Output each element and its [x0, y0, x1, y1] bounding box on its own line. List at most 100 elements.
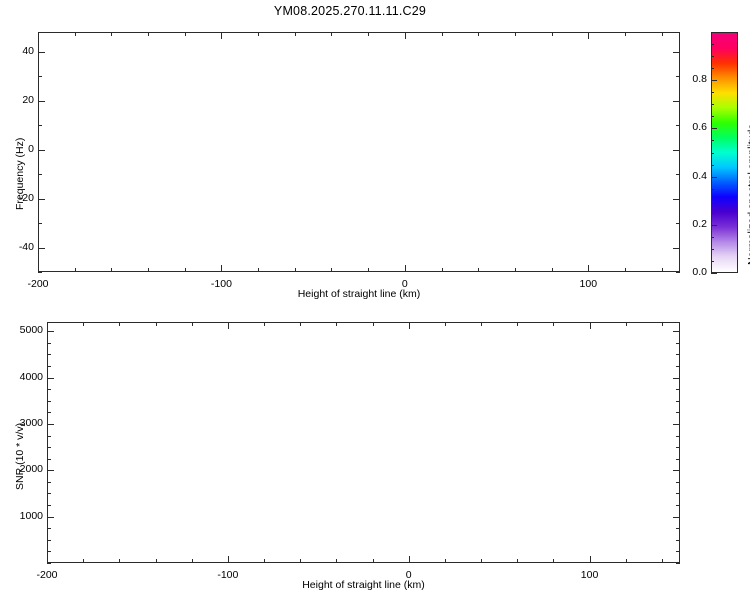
spectrogram-x-tick [148, 268, 149, 272]
colorbar-tick [711, 273, 717, 274]
spectrogram-x-tick-top [258, 32, 259, 36]
snr-x-tick [228, 556, 229, 563]
spectrogram-x-tick-top [331, 32, 332, 36]
snr-y-tick-right [676, 401, 680, 402]
snr-x-tick [626, 559, 627, 563]
spectrogram-y-tick [38, 174, 42, 175]
colorbar-tick [711, 56, 714, 57]
spectrogram-x-tick-label: -100 [210, 278, 232, 290]
snr-y-tick-right [673, 470, 680, 471]
spectrogram-x-tick-label: 100 [579, 278, 598, 290]
spectrogram-x-tick-top [405, 32, 406, 39]
colorbar-tick [711, 225, 717, 226]
spectrogram-x-tick [331, 268, 332, 272]
snr-y-tick-right [673, 424, 680, 425]
snr-y-tick [47, 389, 51, 390]
colorbar-title: Normalized spectral amplitude [746, 123, 750, 265]
snr-x-tick [481, 559, 482, 563]
spectrogram-x-tick-label: 0 [401, 278, 408, 290]
spectrogram-x-tick-top [442, 32, 443, 36]
snr-y-tick [47, 447, 51, 448]
snr-y-tick [47, 424, 54, 425]
spectrogram-y-tick-label: 20 [22, 93, 34, 106]
colorbar-tick [711, 116, 714, 117]
snr-x-tick [192, 559, 193, 563]
colorbar-tick [711, 128, 717, 129]
snr-y-tick-right [676, 493, 680, 494]
snr-y-tick-label: 4000 [19, 370, 43, 383]
spectrogram-x-tick [295, 268, 296, 272]
snr-x-tick [119, 559, 120, 563]
snr-x-tick [373, 559, 374, 563]
spectrogram-y-tick [38, 101, 45, 102]
colorbar-tick-label: 0.8 [692, 73, 707, 86]
colorbar-tick [711, 68, 714, 69]
spectrogram-x-tick [368, 268, 369, 272]
snr-y-tick [47, 366, 51, 367]
colorbar-tick [711, 213, 714, 214]
spectrogram-y-tick [38, 125, 42, 126]
snr-x-tick-top [373, 322, 374, 326]
snr-x-tick-top [590, 322, 591, 329]
snr-y-tick-right [676, 447, 680, 448]
snr-y-tick-right [676, 366, 680, 367]
snr-y-tick-right [676, 412, 680, 413]
colorbar-tick [711, 104, 714, 105]
snr-x-axis-title: Height of straight line (km) [302, 579, 425, 591]
snr-y-tick [47, 412, 51, 413]
spectrogram-y-tick-right [673, 248, 680, 249]
snr-x-tick-top [47, 322, 48, 329]
spectrogram-y-tick-right [676, 125, 680, 126]
snr-y-tick [47, 493, 51, 494]
snr-y-tick-right [676, 389, 680, 390]
spectrogram-y-tick-right [673, 52, 680, 53]
snr-x-tick [662, 559, 663, 563]
colorbar-tick [711, 237, 714, 238]
colorbar-tick [711, 92, 714, 93]
snr-y-tick-right [676, 459, 680, 460]
snr-y-tick-label: 5000 [19, 324, 43, 337]
colorbar-tick [711, 32, 714, 33]
snr-x-tick [336, 559, 337, 563]
snr-y-tick-right [673, 331, 680, 332]
spectrogram-y-tick [38, 76, 42, 77]
snr-x-tick [156, 559, 157, 563]
spectrogram-x-tick [625, 268, 626, 272]
snr-x-tick-top [517, 322, 518, 326]
spectrogram-x-tick [405, 265, 406, 272]
snr-y-tick [47, 459, 51, 460]
snr-y-tick [47, 401, 51, 402]
spectrogram-y-tick [38, 223, 42, 224]
snr-y-tick-right [676, 551, 680, 552]
spectrogram-x-tick [515, 268, 516, 272]
colorbar-tick-label: 0.4 [692, 169, 707, 182]
colorbar-tick [711, 153, 714, 154]
spectrogram-x-tick-top [75, 32, 76, 36]
snr-y-tick [47, 354, 51, 355]
spectrogram-y-tick [38, 199, 45, 200]
spectrogram-x-tick-top [38, 32, 39, 39]
spectrogram-x-tick [75, 268, 76, 272]
spectrogram-x-tick-top [368, 32, 369, 36]
spectrogram-y-tick-right [676, 174, 680, 175]
spectrogram-x-tick-top [625, 32, 626, 36]
snr-y-tick-right [676, 528, 680, 529]
spectrogram-x-tick-label: -200 [27, 278, 49, 290]
spectrogram-x-tick [552, 268, 553, 272]
snr-x-tick-top [553, 322, 554, 326]
snr-x-tick [300, 559, 301, 563]
snr-y-tick-right [676, 436, 680, 437]
spectrogram-x-tick-top [588, 32, 589, 39]
spectrogram-y-tick-right [673, 150, 680, 151]
snr-x-tick-top [83, 322, 84, 326]
snr-x-tick [445, 559, 446, 563]
snr-y-tick-right [676, 343, 680, 344]
snr-x-tick-label: 0 [405, 569, 412, 581]
colorbar-tick [711, 80, 717, 81]
spectrogram-x-tick [185, 268, 186, 272]
figure-title: YM08.2025.270.11.11.C29 [273, 4, 427, 18]
snr-y-tick [47, 551, 51, 552]
snr-x-tick-top [228, 322, 229, 329]
spectrogram-y-tick-label: -40 [18, 240, 34, 253]
snr-y-tick [47, 470, 54, 471]
